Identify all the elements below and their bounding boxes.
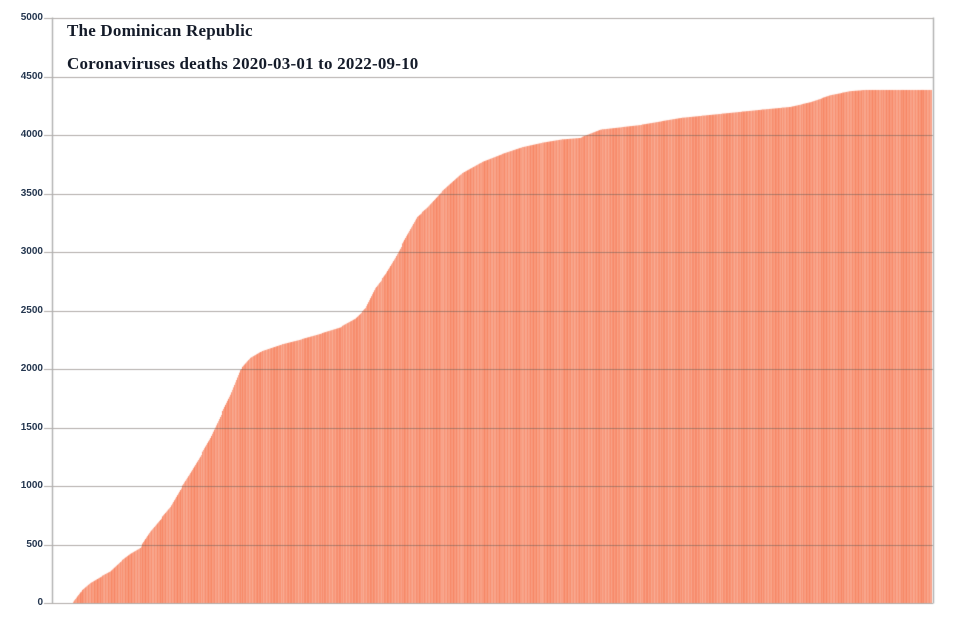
y-tick-label: 4000	[20, 129, 43, 140]
y-tick-label: 1000	[20, 480, 43, 491]
y-tick-label: 5000	[20, 12, 43, 23]
y-tick-label: 1500	[20, 421, 43, 433]
chart-title: The Dominican Republic	[67, 21, 253, 40]
y-tick-label: 0	[37, 597, 43, 608]
y-tick-label: 3000	[20, 246, 43, 257]
y-tick-label: 2500	[20, 304, 43, 316]
chart-subtitle: Coronaviruses deaths 2020-03-01 to 2022-…	[67, 54, 419, 73]
y-tick-label: 4500	[20, 70, 43, 82]
y-tick-label: 2000	[20, 363, 43, 374]
y-tick-label: 3500	[20, 187, 43, 199]
y-tick-label: 500	[26, 538, 43, 550]
